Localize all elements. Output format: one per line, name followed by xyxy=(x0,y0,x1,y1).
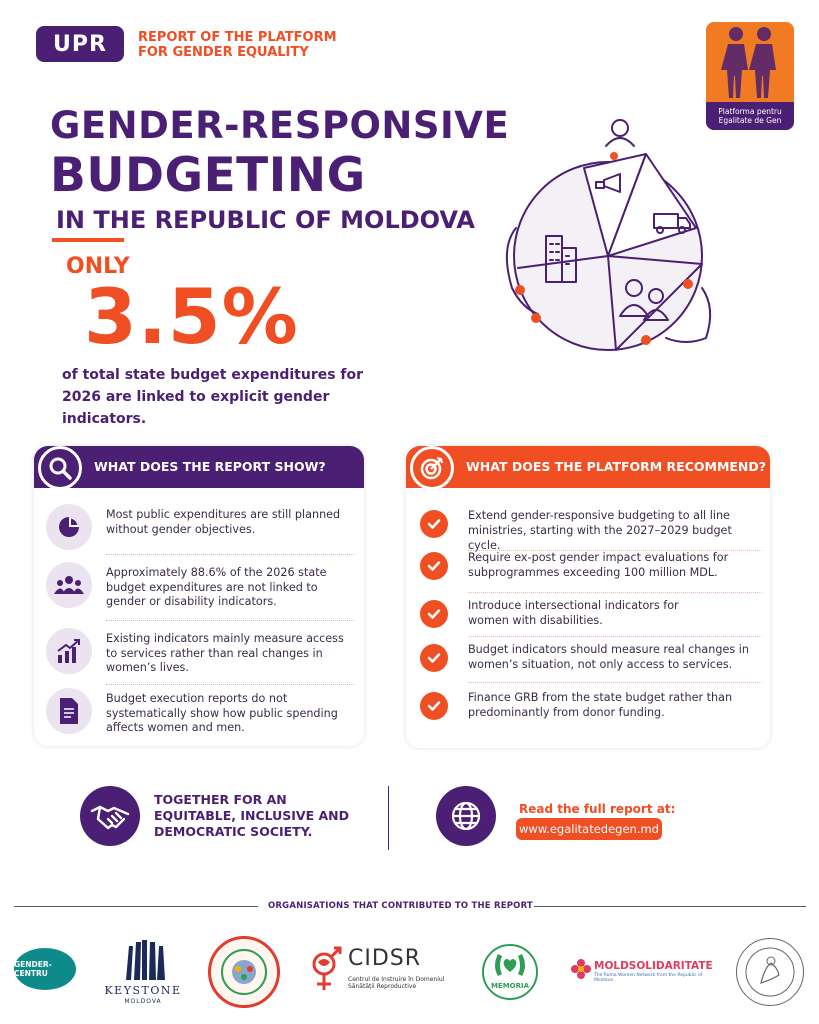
memoria-name: MEMORIA xyxy=(490,982,530,990)
footer-divider xyxy=(388,786,389,850)
cidsr-emblem-icon xyxy=(312,946,342,990)
headline-statement: of total state budget expenditures for 2… xyxy=(62,367,364,427)
divider xyxy=(468,682,762,683)
divider xyxy=(106,684,354,685)
document-icon xyxy=(46,688,92,734)
recommendation-text: Introduce intersectional indicators for … xyxy=(468,599,679,627)
together-slogan: TOGETHER FOR AN EQUITABLE, INCLUSIVE AND… xyxy=(154,792,350,839)
report-subtitle: REPORT OF THE PLATFORM FOR GENDER EQUALI… xyxy=(138,30,337,60)
globe-icon xyxy=(436,786,496,846)
divider xyxy=(468,550,762,551)
cidsr-logo: CIDSR Centrul de Instruire în Domeniul S… xyxy=(306,946,456,996)
recommendation-item: Extend gender-responsive budgeting to al… xyxy=(416,506,762,554)
memoria-logo: MEMORIA xyxy=(482,944,538,1000)
title-line-1: GENDER-RESPONSIVE xyxy=(50,104,510,147)
report-findings-card: WHAT DOES THE REPORT SHOW? Most public e… xyxy=(34,446,364,746)
keystone-name: KEYSTONE xyxy=(104,984,182,997)
title-line-3: IN THE REPUBLIC OF MOLDOVA xyxy=(56,206,475,234)
divider xyxy=(468,636,762,637)
checkmark-icon xyxy=(420,644,448,672)
checkmark-icon xyxy=(420,510,448,538)
recommendation-item: Finance GRB from the state budget rather… xyxy=(416,688,762,736)
report-card-title: WHAT DOES THE REPORT SHOW? xyxy=(94,459,326,474)
checkmark-icon xyxy=(420,692,448,720)
finding-item: Budget execution reports do not systemat… xyxy=(44,686,354,748)
recommend-card-title: WHAT DOES THE PLATFORM RECOMMEND? xyxy=(466,459,767,474)
finding-text: Approximately 88.6% of the 2026 state bu… xyxy=(106,566,327,608)
report-card-header: WHAT DOES THE REPORT SHOW? xyxy=(34,446,364,490)
recommendation-text: Extend gender-responsive budgeting to al… xyxy=(468,509,732,552)
target-icon xyxy=(410,446,454,490)
only-label: ONLY xyxy=(66,254,130,279)
recommendation-item: Introduce intersectional indicators for … xyxy=(416,596,762,644)
headline-percentage: 3.5% xyxy=(84,272,299,361)
title-line-2: BUDGETING xyxy=(50,148,366,203)
women-figures-icon xyxy=(721,27,776,98)
cidsr-name: CIDSR xyxy=(348,946,422,971)
keystone-logo: KEYSTONE MOLDOVA xyxy=(104,940,182,1006)
finding-item: Existing indicators mainly measure acces… xyxy=(44,626,354,688)
platform-logo: Platforma pentru Egalitate de Gen xyxy=(706,22,794,130)
report-url-link[interactable]: www.egalitatedegen.md xyxy=(516,818,662,840)
divider xyxy=(468,592,762,593)
recommendation-text: Require ex-post gender impact evaluation… xyxy=(468,551,729,579)
romni-logo xyxy=(208,936,280,1008)
read-report-label: Read the full report at: xyxy=(519,802,676,816)
institutional-seal-logo xyxy=(736,938,804,1006)
search-icon xyxy=(38,446,82,490)
finding-text: Most public expenditures are still plann… xyxy=(106,508,341,536)
budget-pie-illustration xyxy=(505,119,712,351)
gender-centru-logo: GENDER-CENTRU xyxy=(14,948,76,990)
recommendations-card: WHAT DOES THE PLATFORM RECOMMEND? Extend… xyxy=(406,446,770,748)
recommendation-item: Budget indicators should measure real ch… xyxy=(416,640,762,688)
platform-logo-text: Platforma pentru Egalitate de Gen xyxy=(706,102,794,130)
handshake-icon xyxy=(80,786,140,846)
orgs-title: ORGANISATIONS THAT CONTRIBUTED TO THE RE… xyxy=(268,901,533,911)
moldsolidaritate-sub: The Roma Women Network from the Republic… xyxy=(594,973,703,983)
moldsolidaritate-logo: MOLDSOLIDARITATE The Roma Women Network … xyxy=(570,958,720,984)
people-group-icon xyxy=(46,562,92,608)
pie-chart-icon xyxy=(46,504,92,550)
title-underline xyxy=(52,238,124,242)
divider xyxy=(14,906,258,907)
moldsolidaritate-name: MOLDSOLIDARITATE xyxy=(594,960,713,972)
cidsr-sub: Centrul de Instruire în Domeniul Sănătăț… xyxy=(348,976,445,990)
keystone-sub: MOLDOVA xyxy=(124,998,162,1005)
divider xyxy=(106,554,354,555)
finding-text: Existing indicators mainly measure acces… xyxy=(106,632,344,674)
bar-chart-trend-icon xyxy=(46,628,92,674)
hands-heart-icon xyxy=(495,954,525,976)
upr-badge: UPR xyxy=(36,26,124,62)
divider xyxy=(534,906,806,907)
finding-text: Budget execution reports do not systemat… xyxy=(106,692,338,734)
finding-item: Most public expenditures are still plann… xyxy=(44,502,354,564)
recommendation-item: Require ex-post gender impact evaluation… xyxy=(416,548,762,596)
recommendation-text: Budget indicators should measure real ch… xyxy=(468,643,749,671)
checkmark-icon xyxy=(420,600,448,628)
checkmark-icon xyxy=(420,552,448,580)
finding-item: Approximately 88.6% of the 2026 state bu… xyxy=(44,560,354,622)
recommendation-text: Finance GRB from the state budget rather… xyxy=(468,691,733,719)
recommend-card-header: WHAT DOES THE PLATFORM RECOMMEND? xyxy=(406,446,770,490)
divider xyxy=(106,620,354,621)
flower-icon xyxy=(571,959,591,979)
